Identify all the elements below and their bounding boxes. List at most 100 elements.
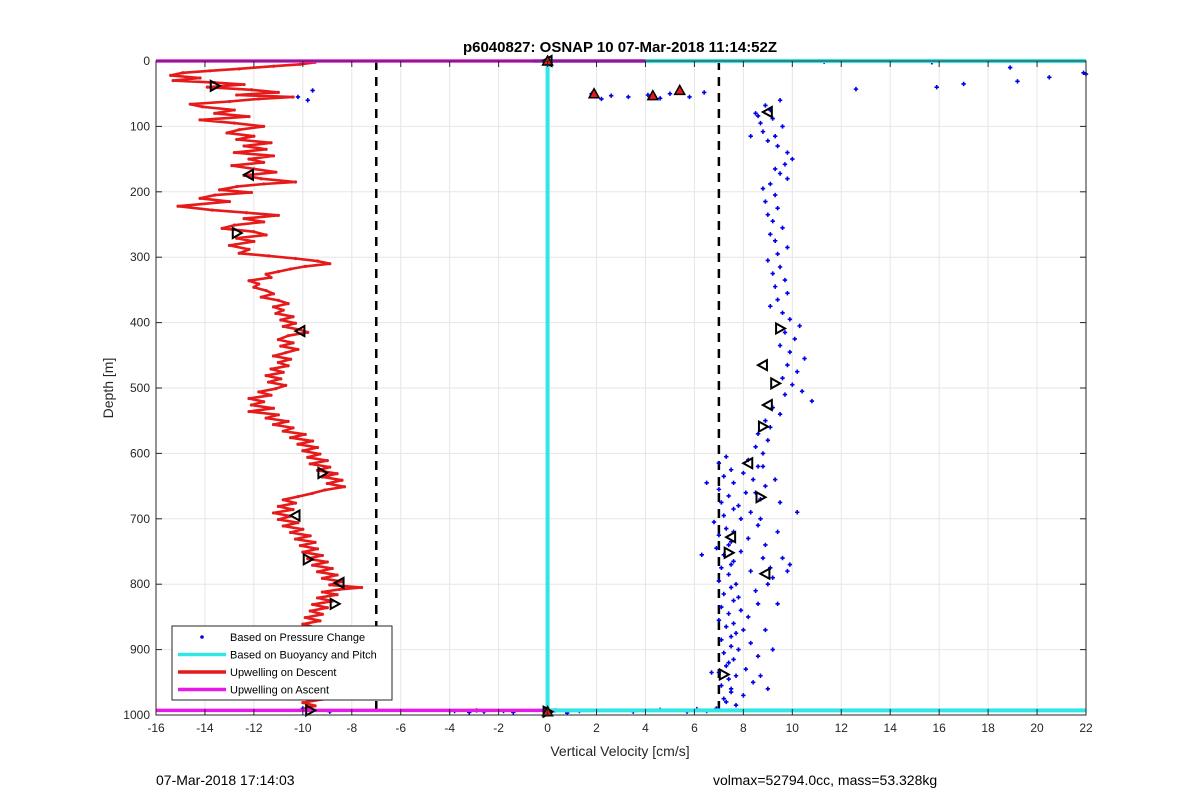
upwelling-descent-point: [293, 321, 298, 325]
pressure-change-point: [787, 562, 793, 567]
upwelling-descent-point: [301, 550, 305, 554]
pressure-change-point: [1007, 65, 1013, 70]
pressure-change-point: [785, 176, 790, 181]
pressure-change-point: [772, 238, 778, 244]
pressure-change-point: [719, 637, 724, 642]
upwelling-descent-point: [235, 137, 239, 142]
upwelling-descent-point: [276, 360, 280, 365]
upwelling-descent-point: [198, 76, 202, 80]
upwelling-descent-point: [232, 223, 236, 227]
pressure-change-point: [731, 621, 736, 626]
upwelling-descent-point: [337, 587, 342, 592]
upwelling-descent-point: [230, 164, 234, 168]
upwelling-descent-point: [257, 390, 261, 394]
footer-timestamp: 07-Mar-2018 17:14:03: [156, 772, 295, 788]
pressure-change-point: [728, 644, 734, 649]
pressure-change-point: [765, 258, 771, 263]
upwelling-descent-point: [176, 204, 180, 208]
upwelling-descent-point: [271, 154, 276, 158]
upwelling-descent-point: [308, 609, 312, 613]
upwelling-descent-point: [274, 311, 278, 316]
upwelling-descent-point: [271, 511, 276, 515]
pressure-change-point: [760, 555, 766, 561]
black-triangle-marker: [755, 358, 768, 372]
pressure-change-point: [733, 673, 739, 678]
upwelling-descent-point: [247, 157, 251, 161]
pressure-change-point: [795, 369, 800, 374]
pressure-change-point: [743, 490, 749, 495]
pressure-change-point: [667, 91, 673, 96]
pressure-change-point: [726, 493, 731, 499]
upwelling-descent-point: [289, 267, 293, 271]
pressure-change-point: [753, 111, 758, 116]
pressure-change-point: [711, 519, 717, 525]
upwelling-descent-point: [315, 445, 320, 450]
red-triangle-marker: [646, 89, 660, 101]
black-triangle-marker: [332, 576, 345, 590]
pressure-change-point: [763, 103, 768, 108]
pressure-change-point: [724, 526, 729, 531]
pressure-change-point: [770, 219, 775, 224]
upwelling-descent-point: [296, 442, 300, 446]
pressure-change-point: [305, 98, 310, 103]
pressure-change-point: [760, 186, 766, 191]
upwelling-descent-point: [281, 429, 285, 433]
pressure-change-point: [748, 640, 753, 646]
pressure-change-point: [765, 138, 771, 143]
upwelling-descent-point: [264, 233, 268, 237]
pressure-change-point: [1081, 70, 1086, 75]
upwelling-descent-point: [198, 118, 202, 122]
pressure-change-point: [724, 454, 729, 459]
black-triangle-marker: [293, 324, 306, 338]
black-triangle-marker: [305, 703, 318, 718]
upwelling-descent-point: [313, 540, 317, 544]
y-tick-label: 500: [130, 381, 150, 395]
upwelling-descent-point: [276, 338, 280, 342]
pressure-change-point: [765, 438, 771, 443]
upwelling-descent-point: [247, 409, 251, 414]
upwelling-descent-point: [328, 583, 332, 587]
upwelling-descent-point: [237, 251, 241, 255]
x-tick-label: -12: [245, 721, 263, 735]
pressure-change-point: [716, 461, 722, 466]
black-triangle-marker: [302, 552, 315, 567]
pressure-change-point: [733, 631, 739, 636]
pressure-change-point: [736, 595, 741, 600]
upwelling-descent-point: [276, 298, 280, 302]
upwelling-descent-point: [257, 97, 261, 101]
pressure-change-point: [775, 601, 780, 607]
pressure-change-point: [1047, 75, 1052, 80]
pressure-change-point: [780, 555, 785, 561]
pressure-change-point: [726, 572, 731, 577]
pressure-change-point: [724, 624, 729, 629]
pressure-change-point: [728, 467, 734, 472]
black-triangle-marker: [758, 567, 771, 581]
pressure-change-point: [777, 264, 783, 270]
pressure-change-point: [763, 627, 768, 633]
x-tick-label: 4: [642, 721, 649, 735]
pressure-change-point: [738, 516, 744, 521]
upwelling-descent-point: [271, 406, 276, 410]
upwelling-descent-point: [328, 465, 332, 469]
upwelling-descent-point: [220, 226, 224, 231]
upwelling-descent-point: [276, 213, 280, 217]
upwelling-descent-point: [225, 131, 229, 135]
upwelling-descent-point: [213, 193, 217, 197]
pressure-change-point: [782, 277, 788, 283]
upwelling-descent-point: [301, 700, 305, 705]
upwelling-descent-point: [284, 383, 288, 387]
upwelling-descent-point: [249, 88, 254, 92]
pressure-change-point: [599, 96, 604, 102]
pressure-change-point: [741, 470, 746, 476]
upwelling-descent-point: [330, 566, 334, 571]
black-triangle-marker: [757, 419, 771, 434]
black-triangle-marker: [741, 456, 754, 470]
pressure-change-point: [799, 389, 805, 394]
pressure-change-point: [780, 375, 785, 381]
upwelling-descent-point: [235, 93, 239, 97]
pressure-change-point: [772, 166, 778, 172]
upwelling-descent-point: [181, 71, 185, 75]
pressure-change-point: [687, 94, 692, 100]
upwelling-descent-point: [271, 64, 276, 68]
